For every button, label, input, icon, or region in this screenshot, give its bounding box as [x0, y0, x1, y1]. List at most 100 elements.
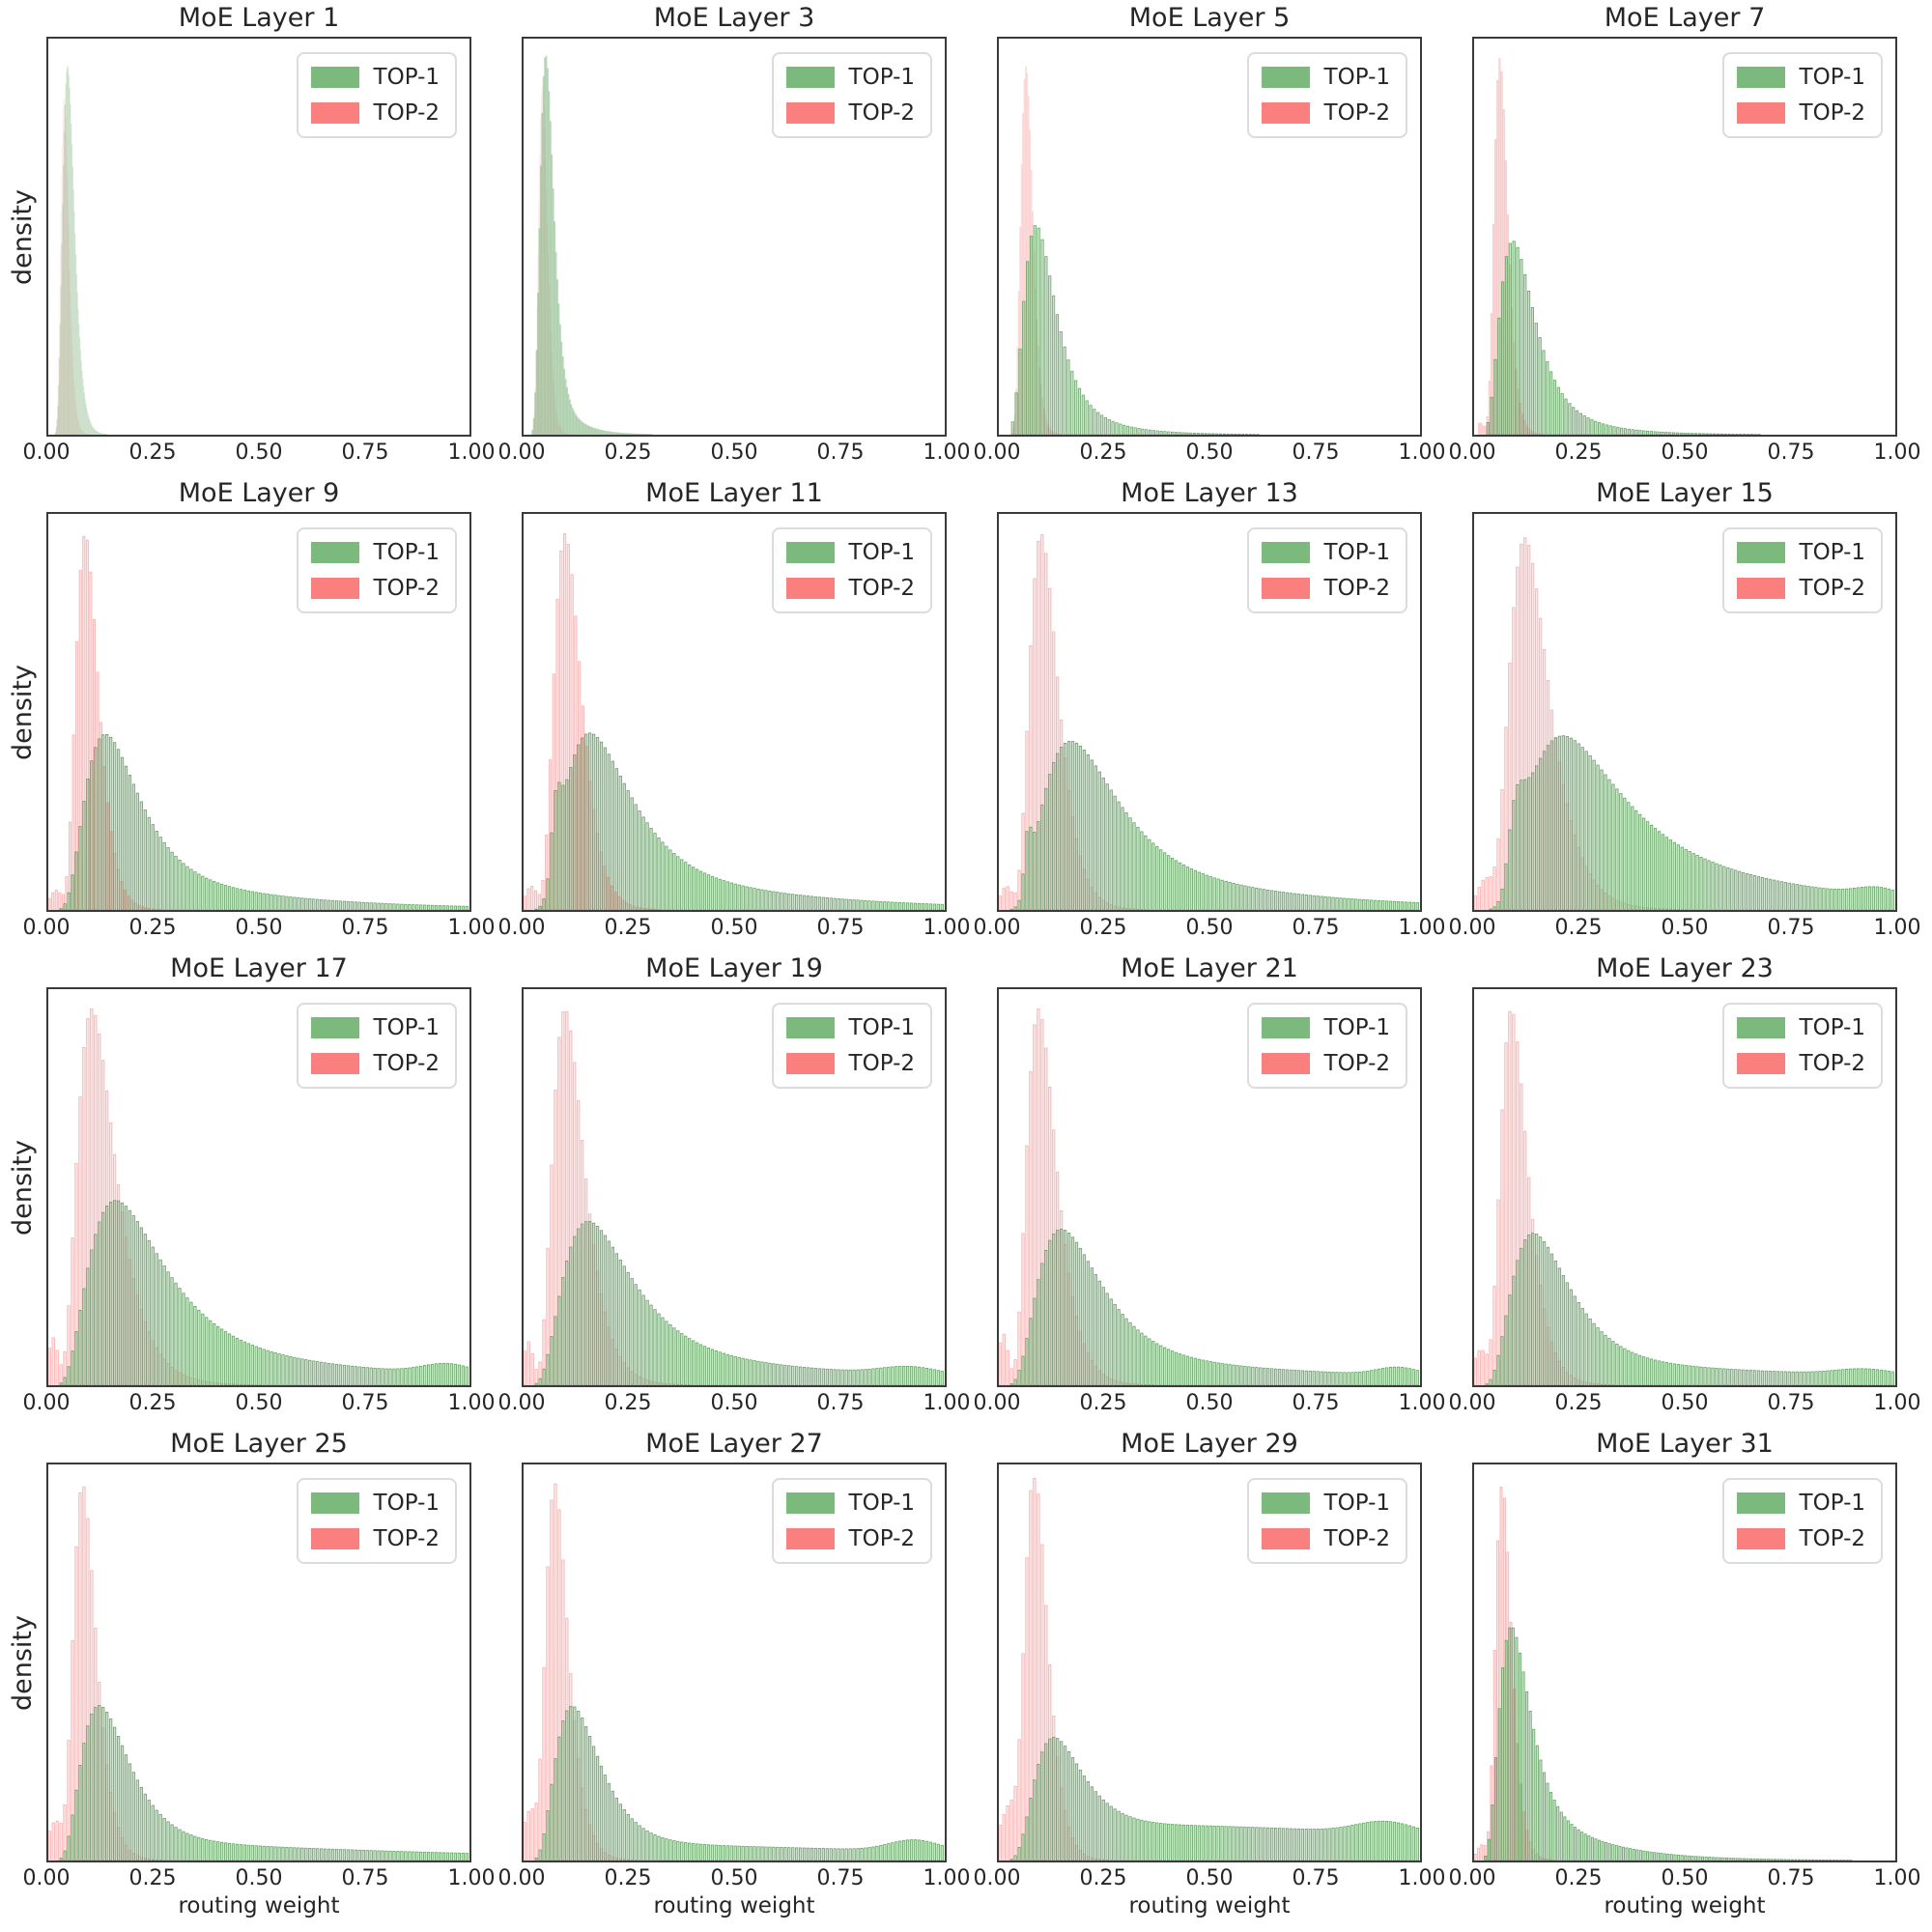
x-tick-label: 1.00 — [1873, 1391, 1921, 1415]
legend-swatch-top1-icon — [310, 1492, 359, 1514]
x-tick-label: 0.75 — [816, 1866, 865, 1890]
plot-area: TOP-1 TOP-2 — [46, 512, 471, 912]
legend: TOP-1 TOP-2 — [1246, 527, 1407, 613]
legend-item: TOP-1 — [785, 541, 915, 564]
x-tick-label: 0.25 — [604, 1866, 652, 1890]
x-tick-label: 0.75 — [1292, 916, 1340, 940]
x-tick-label: 0.50 — [235, 916, 283, 940]
x-axis-ticks: 0.00 0.25 0.50 0.75 1.00 — [498, 1862, 971, 1893]
x-axis-ticks: 0.00 0.25 0.50 0.75 1.00 — [974, 1387, 1446, 1418]
x-tick-label: 0.50 — [1185, 1391, 1234, 1415]
legend-item: TOP-1 — [1261, 541, 1390, 564]
legend: TOP-1 TOP-2 — [1721, 527, 1883, 613]
legend-item: TOP-2 — [310, 1526, 440, 1551]
histogram-svg — [48, 1486, 469, 1861]
legend-label-top1: TOP-1 — [1799, 540, 1865, 565]
x-axis-label: routing weight — [653, 1893, 815, 1918]
x-tick-label: 0.25 — [604, 1391, 652, 1415]
legend-item: TOP-1 — [310, 1015, 440, 1040]
x-tick-label: 0.75 — [341, 440, 389, 465]
legend-label-top1: TOP-1 — [373, 1015, 440, 1040]
x-tick-label: 0.50 — [1185, 1866, 1234, 1890]
legend-label-top1: TOP-1 — [373, 540, 440, 565]
x-tick-label: 1.00 — [923, 440, 971, 465]
subplot-title: MoE Layer 9 — [178, 478, 340, 508]
x-tick-label: 0.75 — [1767, 440, 1815, 465]
legend-label-top2: TOP-2 — [1799, 1051, 1865, 1076]
subplot-title: MoE Layer 3 — [653, 3, 815, 33]
y-axis-label: density — [0, 512, 44, 912]
x-axis-ticks: 0.00 0.25 0.50 0.75 1.00 — [498, 912, 971, 943]
x-axis-label: routing weight — [1128, 1893, 1291, 1918]
x-axis-ticks: 0.00 0.25 0.50 0.75 1.00 — [23, 912, 496, 943]
legend: TOP-1 TOP-2 — [1246, 1003, 1407, 1089]
y-axis-label: density — [0, 37, 44, 437]
legend-label-top2: TOP-2 — [373, 1526, 440, 1551]
x-tick-label: 1.00 — [923, 916, 971, 940]
x-axis-ticks: 0.00 0.25 0.50 0.75 1.00 — [974, 912, 1446, 943]
x-tick-label: 0.75 — [1292, 1391, 1340, 1415]
legend: TOP-1 TOP-2 — [771, 52, 932, 138]
x-tick-label: 0.00 — [973, 440, 1021, 465]
x-tick-label: 1.00 — [1873, 440, 1921, 465]
legend-label-top1: TOP-1 — [848, 65, 915, 90]
x-tick-label: 0.00 — [1448, 916, 1496, 940]
x-tick-label: 1.00 — [447, 440, 496, 465]
legend-label-top1: TOP-1 — [848, 1015, 915, 1040]
legend-label-top2: TOP-2 — [1323, 1526, 1390, 1551]
histogram-svg — [1474, 1487, 1853, 1861]
legend-item: TOP-2 — [1261, 101, 1390, 125]
plot-area: TOP-1 TOP-2 — [46, 1463, 471, 1862]
legend: TOP-1 TOP-2 — [296, 52, 457, 138]
x-tick-label: 0.50 — [235, 1391, 283, 1415]
x-axis-ticks: 0.00 0.25 0.50 0.75 1.00 — [23, 1387, 496, 1418]
x-axis-ticks: 0.00 0.25 0.50 0.75 1.00 — [1449, 1387, 1921, 1418]
x-tick-label: 0.00 — [973, 1391, 1021, 1415]
x-tick-label: 0.50 — [710, 440, 758, 465]
histogram-svg — [48, 1009, 469, 1385]
x-tick-label: 0.00 — [1448, 440, 1496, 465]
legend-swatch-top1-icon — [785, 1017, 835, 1038]
x-tick-label: 0.00 — [22, 1866, 71, 1890]
legend-label-top1: TOP-1 — [1323, 1491, 1390, 1516]
subplot-title: MoE Layer 13 — [1121, 478, 1298, 508]
legend-swatch-top2-icon — [1261, 1053, 1310, 1074]
x-tick-label: 0.50 — [710, 1391, 758, 1415]
subplot-cell: MoE Layer 7 TOP-1 TOP-2 0.00 0.25 0.50 0.75… — [1449, 2, 1921, 468]
x-tick-label: 0.75 — [341, 1866, 389, 1890]
plot-area: TOP-1 TOP-2 — [46, 37, 471, 437]
subplot-title: MoE Layer 11 — [645, 478, 823, 508]
legend-item: TOP-2 — [785, 1051, 915, 1076]
legend-item: TOP-1 — [785, 1492, 915, 1515]
x-tick-label: 0.75 — [1767, 1391, 1815, 1415]
legend-item: TOP-1 — [310, 65, 440, 90]
histogram-svg — [524, 1483, 944, 1861]
subplot-cell: MoE Layer 3 TOP-1 TOP-2 0.00 0.25 0.50 0.75… — [498, 2, 971, 468]
x-tick-label: 1.00 — [447, 1866, 496, 1890]
x-axis-label: routing weight — [178, 1893, 340, 1918]
legend-label-top1: TOP-1 — [1323, 1015, 1390, 1040]
x-tick-label: 0.25 — [1554, 1866, 1603, 1890]
legend-item: TOP-2 — [1736, 577, 1865, 600]
legend-label-top2: TOP-2 — [848, 1051, 915, 1076]
legend-swatch-top2-icon — [785, 578, 835, 599]
x-axis-ticks: 0.00 0.25 0.50 0.75 1.00 — [974, 1862, 1446, 1893]
legend-swatch-top1-icon — [310, 67, 359, 88]
legend-label-top2: TOP-2 — [1323, 576, 1390, 601]
histogram-svg — [530, 55, 653, 435]
x-tick-label: 0.25 — [128, 1866, 177, 1890]
legend-item: TOP-1 — [310, 1492, 440, 1515]
x-tick-label: 0.75 — [1292, 1866, 1340, 1890]
x-tick-label: 0.00 — [497, 916, 546, 940]
x-tick-label: 0.00 — [973, 916, 1021, 940]
x-axis-ticks: 0.00 0.25 0.50 0.75 1.00 — [23, 1862, 496, 1893]
subplot-title: MoE Layer 1 — [178, 3, 340, 33]
x-tick-label: 1.00 — [447, 1391, 496, 1415]
histogram-svg — [1477, 58, 1761, 435]
legend-swatch-top2-icon — [785, 1053, 835, 1074]
legend: TOP-1 TOP-2 — [1721, 1478, 1883, 1564]
legend-item: TOP-2 — [1736, 1051, 1865, 1076]
histogram-svg — [54, 66, 108, 435]
legend-label-top1: TOP-1 — [373, 65, 440, 90]
legend-item: TOP-1 — [310, 540, 440, 565]
